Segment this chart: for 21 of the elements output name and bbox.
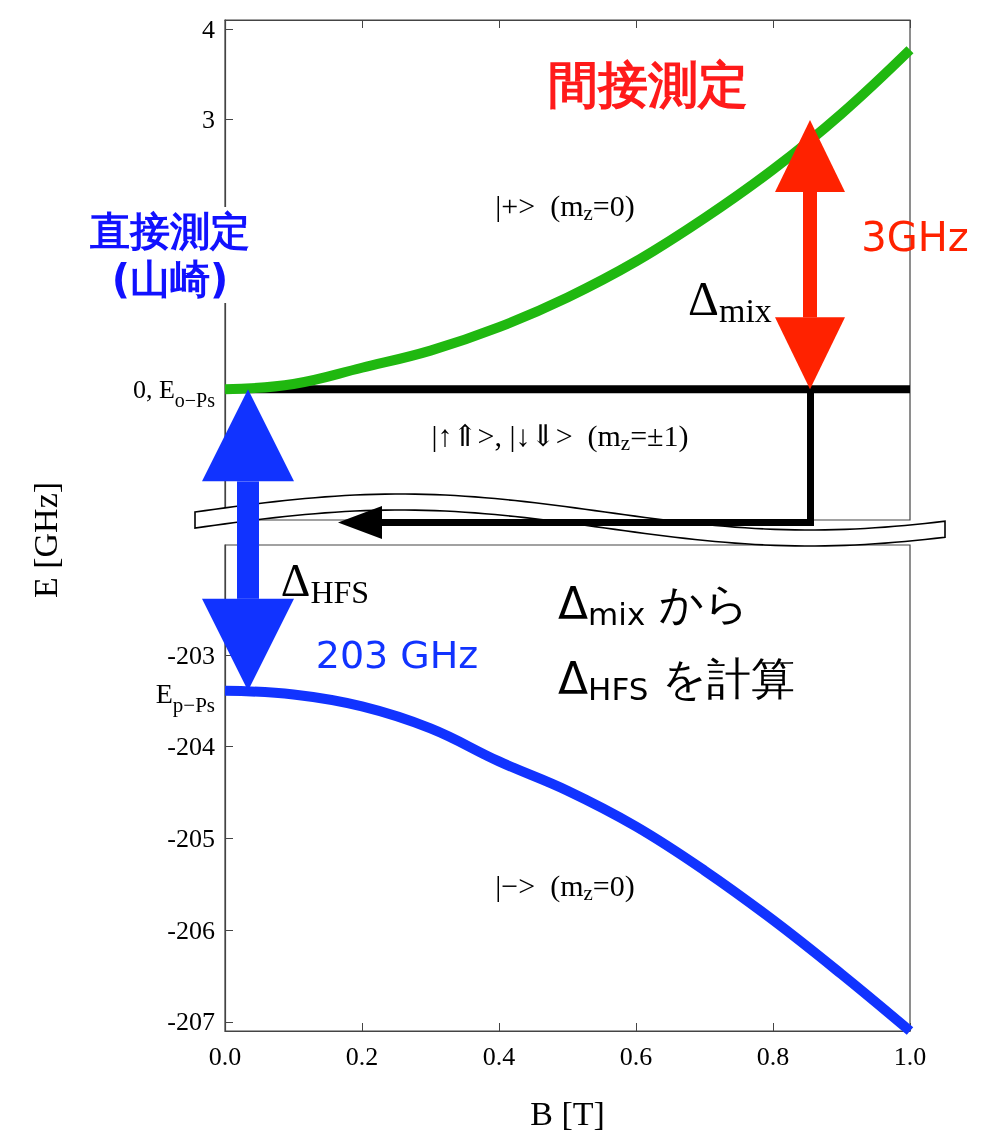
annotation: 3GHz — [861, 214, 969, 260]
y-axis-title: E [GHz] — [26, 481, 64, 599]
y-tick-label: -203 — [167, 640, 215, 670]
y-tick-label: -207 — [167, 1007, 215, 1037]
x-tick-label: 0.2 — [345, 1041, 379, 1071]
y-tick-label: -206 — [167, 915, 215, 945]
x-tick-label: 0.6 — [619, 1041, 653, 1071]
x-tick-label: 0.8 — [756, 1041, 790, 1071]
y-tick-label: 0, E$_{o−Ps}$ — [132, 374, 216, 412]
y-tick-label: -205 — [167, 823, 215, 853]
annotation: E$_{p−Ps}$ — [155, 677, 215, 717]
annotation: 203 GHz — [315, 633, 479, 677]
x-axis-title: B [T] — [530, 1094, 605, 1132]
x-tick-label: 0.0 — [208, 1041, 242, 1071]
y-tick-label: -204 — [167, 732, 215, 762]
y-tick-label: 4 — [202, 14, 215, 44]
y-tick-label: 3 — [202, 104, 215, 134]
annotation: 間接測定 — [548, 56, 748, 114]
x-tick-label: 1.0 — [893, 1041, 927, 1071]
annotation: 直接測定 (山崎) — [89, 208, 250, 302]
x-tick-label: 0.4 — [482, 1041, 516, 1071]
